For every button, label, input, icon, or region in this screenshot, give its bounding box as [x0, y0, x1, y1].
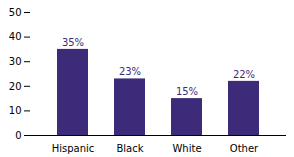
svg-text:White: White — [172, 143, 201, 154]
svg-text:23%: 23% — [119, 66, 141, 77]
svg-text:Hispanic: Hispanic — [52, 143, 95, 154]
svg-text:20: 20 — [9, 81, 22, 92]
svg-text:15%: 15% — [176, 86, 198, 97]
svg-text:30: 30 — [9, 56, 22, 67]
svg-text:22%: 22% — [233, 69, 255, 80]
svg-text:50: 50 — [9, 7, 22, 18]
svg-text:Other: Other — [230, 143, 259, 154]
svg-text:40: 40 — [9, 31, 22, 42]
svg-text:35%: 35% — [62, 37, 84, 48]
svg-text:0: 0 — [15, 130, 21, 141]
svg-text:Black: Black — [116, 143, 143, 154]
svg-text:10: 10 — [9, 105, 22, 116]
